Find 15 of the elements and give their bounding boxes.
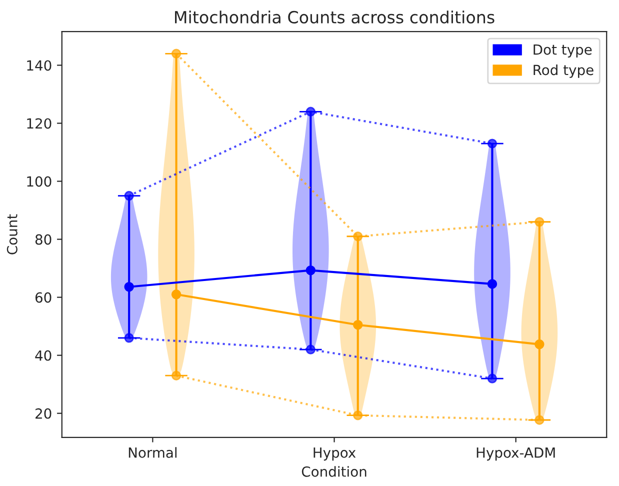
legend-label: Dot type xyxy=(534,44,592,58)
y-tick-label: 40 xyxy=(35,350,52,361)
x-tick-label: Hypox-ADM xyxy=(476,448,555,461)
y-tick-label: 120 xyxy=(27,118,52,129)
y-tick-label: 20 xyxy=(36,408,52,419)
y-tick-label: 100 xyxy=(27,176,52,187)
chart-title: Mitochondria Counts across conditions xyxy=(175,10,494,24)
y-tick-label: 80 xyxy=(35,234,52,245)
y-axis-title: Count xyxy=(6,214,18,254)
x-tick-label: Hypox xyxy=(314,448,356,461)
x-tick-label: Normal xyxy=(128,447,177,458)
y-tick-label: 140 xyxy=(27,60,52,71)
x-axis-title: Condition xyxy=(302,466,366,477)
legend-label: Rod type xyxy=(534,64,594,78)
y-tick-label: 60 xyxy=(35,292,52,303)
